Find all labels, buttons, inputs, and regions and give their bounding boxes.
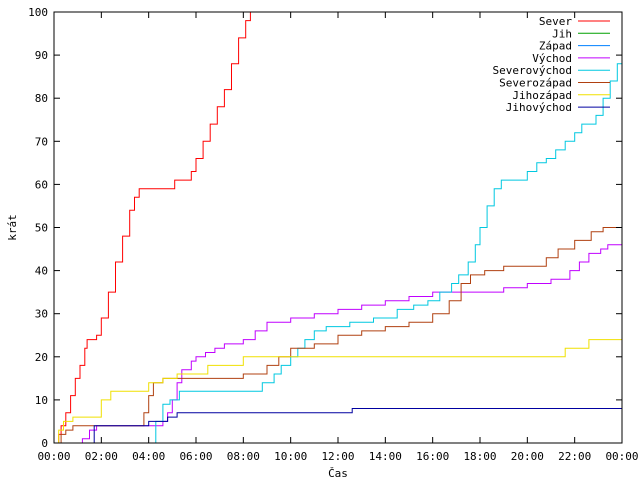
legend-entry-label: Jihovýchod xyxy=(506,101,572,114)
x-tick-label: 22:00 xyxy=(558,450,591,463)
x-tick-label: 12:00 xyxy=(321,450,354,463)
x-tick-label: 04:00 xyxy=(132,450,165,463)
x-tick-label: 14:00 xyxy=(369,450,402,463)
y-tick-label: 70 xyxy=(35,135,48,148)
y-tick-label: 20 xyxy=(35,351,48,364)
x-tick-label: 20:00 xyxy=(511,450,544,463)
series-line-Severozápad xyxy=(58,227,622,443)
x-tick-label: 08:00 xyxy=(227,450,260,463)
y-axis-label: krát xyxy=(6,214,19,241)
x-tick-label: 10:00 xyxy=(274,450,307,463)
series-line-Jihozápad xyxy=(56,339,622,443)
x-axis-label: Čas xyxy=(328,467,348,480)
x-tick-label: 02:00 xyxy=(85,450,118,463)
y-tick-label: 10 xyxy=(35,394,48,407)
legend-entry-label: Jihozápad xyxy=(512,89,572,102)
legend-entry-label: Jih xyxy=(552,27,572,40)
y-tick-label: 40 xyxy=(35,265,48,278)
x-tick-label: 06:00 xyxy=(179,450,212,463)
y-tick-label: 60 xyxy=(35,178,48,191)
y-tick-label: 0 xyxy=(41,437,48,450)
y-tick-label: 100 xyxy=(28,6,48,19)
x-tick-label: 00:00 xyxy=(37,450,70,463)
legend-entry-label: Západ xyxy=(539,40,572,53)
y-tick-label: 90 xyxy=(35,49,48,62)
x-tick-label: 00:00 xyxy=(605,450,638,463)
legend: SeverJihZápadVýchodSeverovýchodSeverozáp… xyxy=(493,15,610,114)
legend-entry-label: Východ xyxy=(532,52,572,65)
x-tick-label: 18:00 xyxy=(463,450,496,463)
y-tick-label: 30 xyxy=(35,308,48,321)
series-line-Východ xyxy=(80,244,622,443)
x-tick-label: 16:00 xyxy=(416,450,449,463)
legend-entry-label: Sever xyxy=(539,15,572,28)
legend-entry-label: Severovýchod xyxy=(493,64,572,77)
y-tick-label: 80 xyxy=(35,92,48,105)
series-line-Sever xyxy=(56,12,251,443)
ticks-layer: 0 10 20 30 40 50 60 70 80 90 100 00:00 02:00 04:00 06:… xyxy=(28,6,638,463)
series-layer xyxy=(56,12,622,443)
series-line-Jihovýchod xyxy=(89,408,622,443)
legend-entry-label: Severozápad xyxy=(499,77,572,90)
y-tick-label: 50 xyxy=(35,222,48,235)
series-line-Severovýchod xyxy=(151,63,622,443)
